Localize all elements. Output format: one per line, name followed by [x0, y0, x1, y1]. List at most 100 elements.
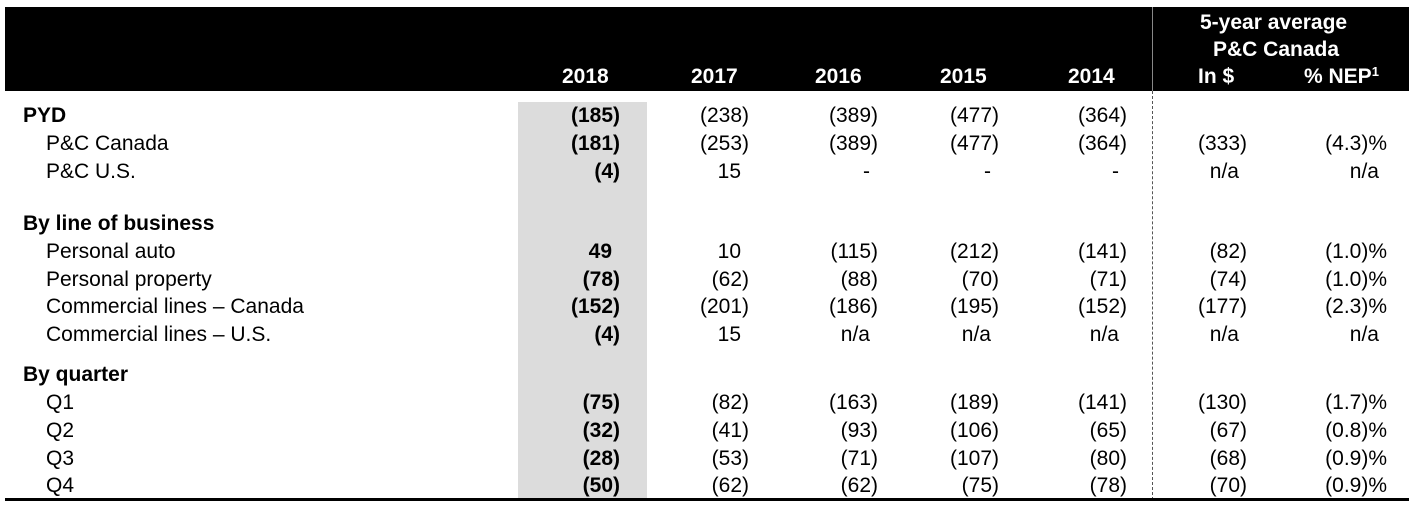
col-avg-pct: % NEP1 — [1304, 65, 1379, 89]
cell-2014: (141) — [1077, 391, 1127, 414]
cell-2017: (238) — [699, 104, 749, 127]
cell-avg-pct: n/a — [1349, 323, 1379, 346]
cell-2016: (62) — [840, 474, 878, 497]
row-label: Commercial lines – U.S. — [46, 323, 272, 346]
cell-2015: (75) — [961, 474, 999, 497]
row-label: P&C U.S. — [46, 160, 136, 183]
cell-avg-pct: n/a — [1349, 160, 1379, 183]
col-2017: 2017 — [691, 65, 738, 88]
cell-2015: - — [984, 160, 991, 183]
cell-2014: (141) — [1077, 240, 1127, 263]
table-row: Q2 (32) (41) (93) (106) (65) (67) (0.8)% — [0, 417, 1417, 445]
cell-2018: (28) — [582, 447, 620, 470]
table-row: Q1 (75) (82) (163) (189) (141) (130) (1.7)% — [0, 389, 1417, 417]
cell-avg-pct: (1.7)% — [1325, 391, 1387, 414]
cell-2014: (80) — [1089, 447, 1127, 470]
col-2015: 2015 — [940, 65, 987, 88]
cell-2017: (62) — [711, 474, 749, 497]
col-avg-pct-label: % NEP — [1304, 65, 1372, 88]
cell-2015: (477) — [949, 104, 999, 127]
cell-2014: (78) — [1089, 474, 1127, 497]
table-row: Personal auto 49 10 (115) (212) (141) (82) (1.0… — [0, 238, 1417, 266]
cell-2016: (389) — [828, 132, 878, 155]
cell-2017: 10 — [717, 240, 741, 263]
cell-2015: n/a — [961, 323, 991, 346]
cell-2016: (115) — [830, 240, 878, 263]
section-label: By quarter — [23, 363, 129, 386]
cell-2017: 15 — [717, 160, 741, 183]
section-row: PYD (185) (238) (389) (477) (364) — [0, 102, 1417, 130]
cell-2017: (62) — [711, 268, 749, 291]
row-label: Personal auto — [46, 240, 176, 263]
cell-2017: (201) — [699, 295, 749, 318]
row-label: Personal property — [46, 268, 212, 291]
cell-2017: (82) — [711, 391, 749, 414]
cell-2014: (152) — [1077, 295, 1127, 318]
cell-2015: (477) — [949, 132, 999, 155]
current-year-highlight — [518, 102, 647, 500]
cell-2015: (106) — [949, 419, 999, 442]
average-column-divider — [1152, 91, 1153, 500]
cell-2016: (389) — [828, 104, 878, 127]
cell-2014: (71) — [1089, 268, 1127, 291]
section-label: PYD — [23, 104, 67, 127]
section-row: By quarter — [0, 361, 1417, 389]
table-bottom-rule — [5, 498, 1409, 501]
avg-title-line2: P&C Canada — [1213, 38, 1340, 61]
footnote-marker: 1 — [1371, 64, 1379, 79]
avg-title-line1: 5-year average — [1200, 11, 1348, 34]
cell-avg-pct: (0.9)% — [1325, 474, 1387, 497]
cell-avg-dollars: (177) — [1197, 295, 1247, 318]
cell-2016: - — [863, 160, 870, 183]
cell-avg-pct: (1.0)% — [1325, 268, 1387, 291]
cell-2018: (152) — [570, 295, 620, 318]
cell-2018: (185) — [570, 104, 620, 127]
cell-avg-pct: (4.3)% — [1325, 132, 1387, 155]
cell-2015: (70) — [961, 268, 999, 291]
section-row: By line of business — [0, 210, 1417, 238]
cell-2016: (93) — [840, 419, 878, 442]
cell-avg-pct: (2.3)% — [1325, 295, 1387, 318]
cell-2017: 15 — [717, 323, 741, 346]
cell-2015: (195) — [949, 295, 999, 318]
row-label: Q3 — [46, 447, 75, 470]
cell-2017: (253) — [699, 132, 749, 155]
col-avg-dollars: In $ — [1198, 65, 1235, 88]
cell-2014: - — [1112, 160, 1119, 183]
table-row: Q4 (50) (62) (62) (75) (78) (70) (0.9)% — [0, 472, 1417, 500]
cell-2018: (78) — [582, 268, 620, 291]
cell-avg-pct: (0.9)% — [1325, 447, 1387, 470]
cell-avg-dollars: (68) — [1209, 447, 1247, 470]
cell-2016: (186) — [828, 295, 878, 318]
row-label: P&C Canada — [46, 132, 169, 155]
cell-avg-dollars: n/a — [1209, 160, 1239, 183]
cell-avg-dollars: (70) — [1209, 474, 1247, 497]
row-label: Q1 — [46, 391, 75, 414]
cell-2017: (53) — [711, 447, 749, 470]
cell-2018: (181) — [570, 132, 620, 155]
table-row: P&C Canada (181) (253) (389) (477) (364) (333)… — [0, 130, 1417, 158]
cell-avg-dollars: (74) — [1209, 268, 1247, 291]
cell-2018: (75) — [582, 391, 620, 414]
cell-2014: (364) — [1077, 132, 1127, 155]
cell-2018: (4) — [594, 323, 620, 346]
cell-2017: (41) — [711, 419, 749, 442]
row-label: Q4 — [46, 474, 75, 497]
header-divider — [1152, 7, 1153, 91]
cell-2014: (364) — [1077, 104, 1127, 127]
cell-avg-dollars: (333) — [1197, 132, 1247, 155]
cell-2016: (163) — [828, 391, 878, 414]
cell-2016: (88) — [840, 268, 878, 291]
table-row: Commercial lines – U.S. (4) 15 n/a n/a n/a n/a… — [0, 321, 1417, 349]
table-row: Q3 (28) (53) (71) (107) (80) (68) (0.9)% — [0, 445, 1417, 473]
cell-avg-dollars: (130) — [1197, 391, 1247, 414]
cell-2016: (71) — [840, 447, 878, 470]
table-row: P&C U.S. (4) 15 - - - n/a n/a — [0, 158, 1417, 186]
cell-avg-pct: (1.0)% — [1325, 240, 1387, 263]
cell-avg-dollars: (67) — [1209, 419, 1247, 442]
cell-2014: n/a — [1089, 323, 1119, 346]
cell-avg-dollars: n/a — [1209, 323, 1239, 346]
table-row: Commercial lines – Canada (152) (201) (186)… — [0, 293, 1417, 321]
section-label: By line of business — [23, 212, 215, 235]
cell-2015: (189) — [949, 391, 999, 414]
